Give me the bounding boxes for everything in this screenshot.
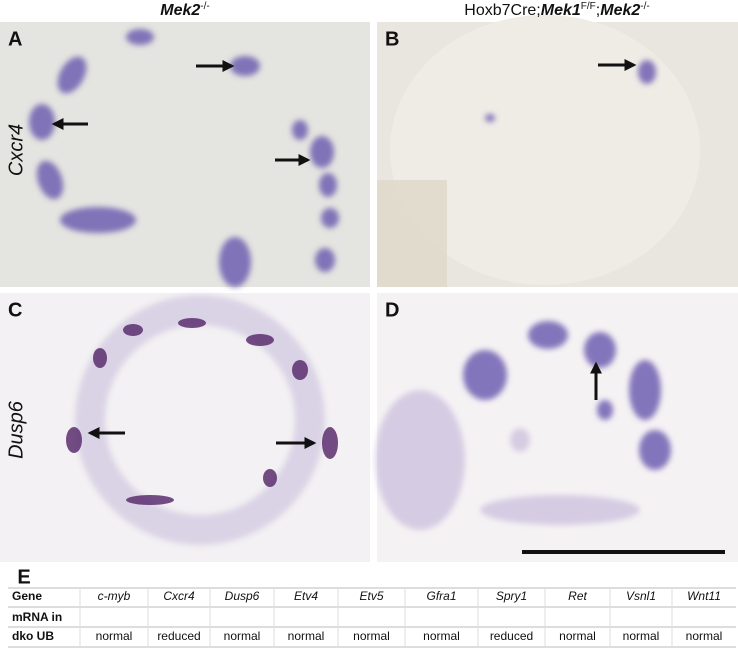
panel-letter: D	[385, 299, 399, 321]
gene-name: Spry1	[496, 589, 527, 603]
labels: A B C D E Cxcr4 Dusp6	[5, 28, 399, 588]
title-part: Mek2	[600, 2, 640, 19]
panel-letter: A	[8, 28, 22, 50]
panel-letter: B	[385, 28, 399, 50]
table-cell: normal	[559, 629, 596, 643]
table-cell: normal	[686, 629, 723, 643]
gene-name: Wnt11	[687, 589, 721, 603]
gene-name: Dusp6	[225, 589, 260, 603]
title-part: ;	[596, 2, 600, 19]
table-header: Gene	[12, 589, 42, 603]
title-part: -/-	[640, 1, 649, 12]
table-cell: normal	[423, 629, 460, 643]
gene-name: Gfra1	[426, 589, 456, 603]
panel-letter: E	[17, 566, 30, 588]
panel-letter: C	[8, 299, 22, 321]
gene-name: Etv4	[294, 589, 318, 603]
row-header: dko UB	[12, 629, 54, 643]
table-cell: reduced	[490, 629, 533, 643]
panel-a-image	[0, 22, 370, 287]
table-cell: normal	[353, 629, 390, 643]
column-title: Hoxb7Cre;Mek1F/F;Mek2-/-	[464, 1, 649, 20]
gene-name: c-myb	[98, 589, 131, 603]
table-cell: reduced	[157, 629, 200, 643]
row-label: Dusp6	[5, 400, 27, 459]
table-cell: normal	[288, 629, 325, 643]
panel-c-image	[0, 293, 370, 562]
title-part: -/-	[200, 1, 209, 12]
panel-d-image	[375, 293, 738, 562]
row-label: Cxcr4	[5, 124, 27, 176]
panel-b-image	[377, 15, 738, 287]
table-cell: normal	[623, 629, 660, 643]
title-part: F/F	[581, 1, 596, 12]
row-header: mRNA in	[12, 610, 62, 624]
gene-name: Vsnl1	[626, 589, 656, 603]
title-part: Mek1	[541, 2, 581, 19]
table-cell: normal	[96, 629, 133, 643]
gene-name: Ret	[568, 589, 587, 603]
title-part: Hoxb7Cre;	[464, 2, 540, 19]
column-title: Mek2-/-	[160, 1, 209, 20]
table-cell: normal	[224, 629, 261, 643]
title-part: Mek2	[160, 2, 200, 19]
gene-name: Etv5	[359, 589, 383, 603]
gene-name: Cxcr4	[163, 589, 195, 603]
